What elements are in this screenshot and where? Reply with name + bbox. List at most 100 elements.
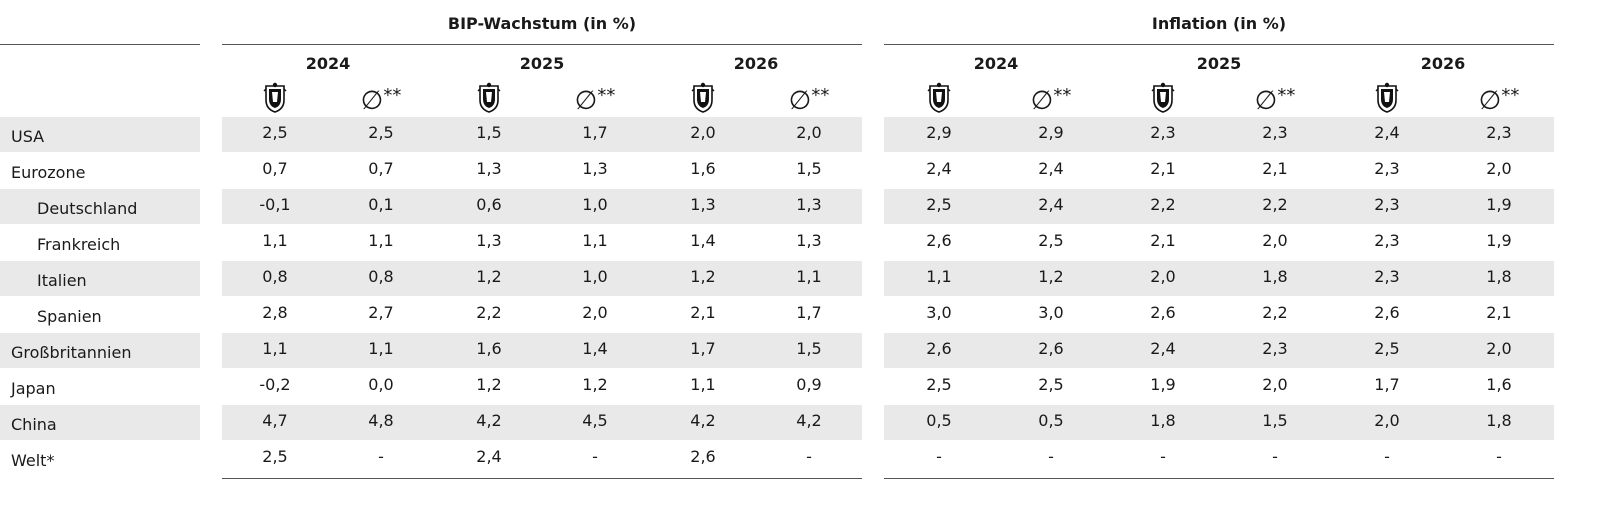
gdp-group-header: BIP-Wachstum (in %) [447, 14, 637, 33]
row-label: Eurozone [11, 163, 86, 182]
inflation-header-rule [884, 44, 1554, 45]
gdp-cell: 1,6 [690, 159, 716, 178]
row-band [222, 189, 862, 224]
coat-of-arms-logo-icon [476, 82, 502, 114]
gdp-cell: 1,5 [796, 159, 822, 178]
inflation-year-0: 2024 [973, 54, 1019, 73]
table-row: China 4,7 4,8 4,2 4,5 4,2 4,2 0,5 0,5 1,8 1,5 2,0 1,… [0, 405, 1619, 440]
gdp-cell: 1,3 [476, 231, 502, 250]
inflation-cell: 3,0 [1038, 303, 1064, 322]
gdp-cell: -0,1 [259, 195, 291, 214]
gdp-cell: 1,7 [796, 303, 822, 322]
gdp-cell: 1,2 [690, 267, 716, 286]
average-symbol-icon: ∅** [1030, 85, 1072, 116]
inflation-cell: 2,1 [1150, 159, 1176, 178]
gdp-cell: - [378, 447, 384, 466]
inflation-cell: 1,9 [1150, 375, 1176, 394]
row-label: China [11, 415, 57, 434]
inflation-cell: - [1384, 447, 1390, 466]
gdp-cell: 4,2 [690, 411, 716, 430]
inflation-cell: 2,3 [1374, 267, 1400, 286]
gdp-forecast-logo-header [225, 82, 325, 114]
row-label: Japan [11, 379, 56, 398]
inflation-cell: 2,9 [926, 123, 952, 142]
gdp-cell: 1,3 [796, 195, 822, 214]
table-row: Japan -0,2 0,0 1,2 1,2 1,1 0,9 2,5 2,5 1,9 2,0 1,7 1… [0, 369, 1619, 404]
inflation-cell: 2,0 [1262, 231, 1288, 250]
gdp-cell: 2,5 [262, 447, 288, 466]
row-band [884, 189, 1554, 224]
gdp-cell: 0,9 [796, 375, 822, 394]
average-symbol-icon: ∅** [788, 85, 830, 116]
inflation-cell: - [936, 447, 942, 466]
average-symbol-icon: ∅** [1254, 85, 1296, 116]
inflation-cell: 2,2 [1150, 195, 1176, 214]
coat-of-arms-logo-icon [1374, 82, 1400, 114]
gdp-cell: 2,2 [476, 303, 502, 322]
inflation-cell: 2,5 [1038, 231, 1064, 250]
gdp-cell: 1,5 [476, 123, 502, 142]
row-band [222, 405, 862, 440]
gdp-cell: 2,5 [262, 123, 288, 142]
inflation-cell: 2,6 [926, 231, 952, 250]
inflation-cell: 2,5 [1374, 339, 1400, 358]
average-symbol-icon: ∅** [1478, 85, 1520, 116]
table-row: USA 2,5 2,5 1,5 1,7 2,0 2,0 2,9 2,9 2,3 2,3 2,4 2,3 [0, 117, 1619, 152]
gdp-cell: 1,1 [690, 375, 716, 394]
row-label: Deutschland [37, 199, 138, 218]
gdp-cell: 1,1 [262, 231, 288, 250]
average-symbol-icon: ∅** [360, 85, 402, 116]
row-band [222, 261, 862, 296]
gdp-consensus-avg-header: ∅** [545, 82, 645, 115]
inflation-bottom-rule [884, 478, 1554, 479]
inflation-cell: 1,5 [1262, 411, 1288, 430]
row-band [884, 261, 1554, 296]
row-label: Welt* [11, 451, 55, 470]
inflation-cell: 2,6 [1150, 303, 1176, 322]
inflation-cell: 2,6 [1374, 303, 1400, 322]
row-label: Italien [37, 271, 87, 290]
table-row: Welt* 2,5 - 2,4 - 2,6 - - - - - - - [0, 441, 1619, 476]
inflation-cell: 1,1 [926, 267, 952, 286]
gdp-cell: 1,7 [582, 123, 608, 142]
inflation-cell: 2,0 [1262, 375, 1288, 394]
row-band [222, 333, 862, 368]
row-band [0, 261, 200, 296]
gdp-cell: 4,2 [796, 411, 822, 430]
gdp-cell: 1,3 [582, 159, 608, 178]
table-row: Großbritannien 1,1 1,1 1,6 1,4 1,7 1,5 2,6 2,6 2,… [0, 333, 1619, 368]
gdp-cell: 4,5 [582, 411, 608, 430]
inflation-group-header: Inflation (in %) [1151, 14, 1287, 33]
coat-of-arms-logo-icon [262, 82, 288, 114]
inflation-cell: 1,8 [1262, 267, 1288, 286]
gdp-cell: 1,1 [796, 267, 822, 286]
table-row: Eurozone 0,7 0,7 1,3 1,3 1,6 1,5 2,4 2,4 2,1 2,1 2,… [0, 153, 1619, 188]
table-row: Deutschland -0,1 0,1 0,6 1,0 1,3 1,3 2,5 2,4 2,2 2… [0, 189, 1619, 224]
gdp-consensus-avg-header: ∅** [331, 82, 431, 116]
inflation-cell: 1,8 [1486, 267, 1512, 286]
inflation-forecast-logo-header [1337, 82, 1437, 114]
inflation-cell: 1,8 [1150, 411, 1176, 430]
gdp-cell: 2,8 [262, 303, 288, 322]
inflation-cell: 2,6 [926, 339, 952, 358]
inflation-cell: - [1272, 447, 1278, 466]
gdp-cell: 1,1 [582, 231, 608, 250]
inflation-cell: 2,0 [1486, 159, 1512, 178]
inflation-cell: 2,5 [926, 375, 952, 394]
inflation-cell: - [1496, 447, 1502, 466]
table-row: Frankreich 1,1 1,1 1,3 1,1 1,4 1,3 2,6 2,5 2,1 2,0… [0, 225, 1619, 260]
inflation-cell: 2,3 [1262, 123, 1288, 142]
inflation-cell: 2,5 [1038, 375, 1064, 394]
inflation-cell: 2,3 [1150, 123, 1176, 142]
gdp-cell: 4,7 [262, 411, 288, 430]
gdp-cell: 0,7 [262, 159, 288, 178]
gdp-cell: - [592, 447, 598, 466]
gdp-cell: 1,5 [796, 339, 822, 358]
table-row: Spanien 2,8 2,7 2,2 2,0 2,1 1,7 3,0 3,0 2,6 2,2 2,6… [0, 297, 1619, 332]
gdp-cell: 1,4 [582, 339, 608, 358]
row-band [884, 117, 1554, 152]
coat-of-arms-logo-icon [926, 82, 952, 114]
gdp-cell: - [806, 447, 812, 466]
gdp-consensus-avg-header: ∅** [759, 82, 859, 116]
coat-of-arms-logo-icon [1150, 82, 1176, 114]
